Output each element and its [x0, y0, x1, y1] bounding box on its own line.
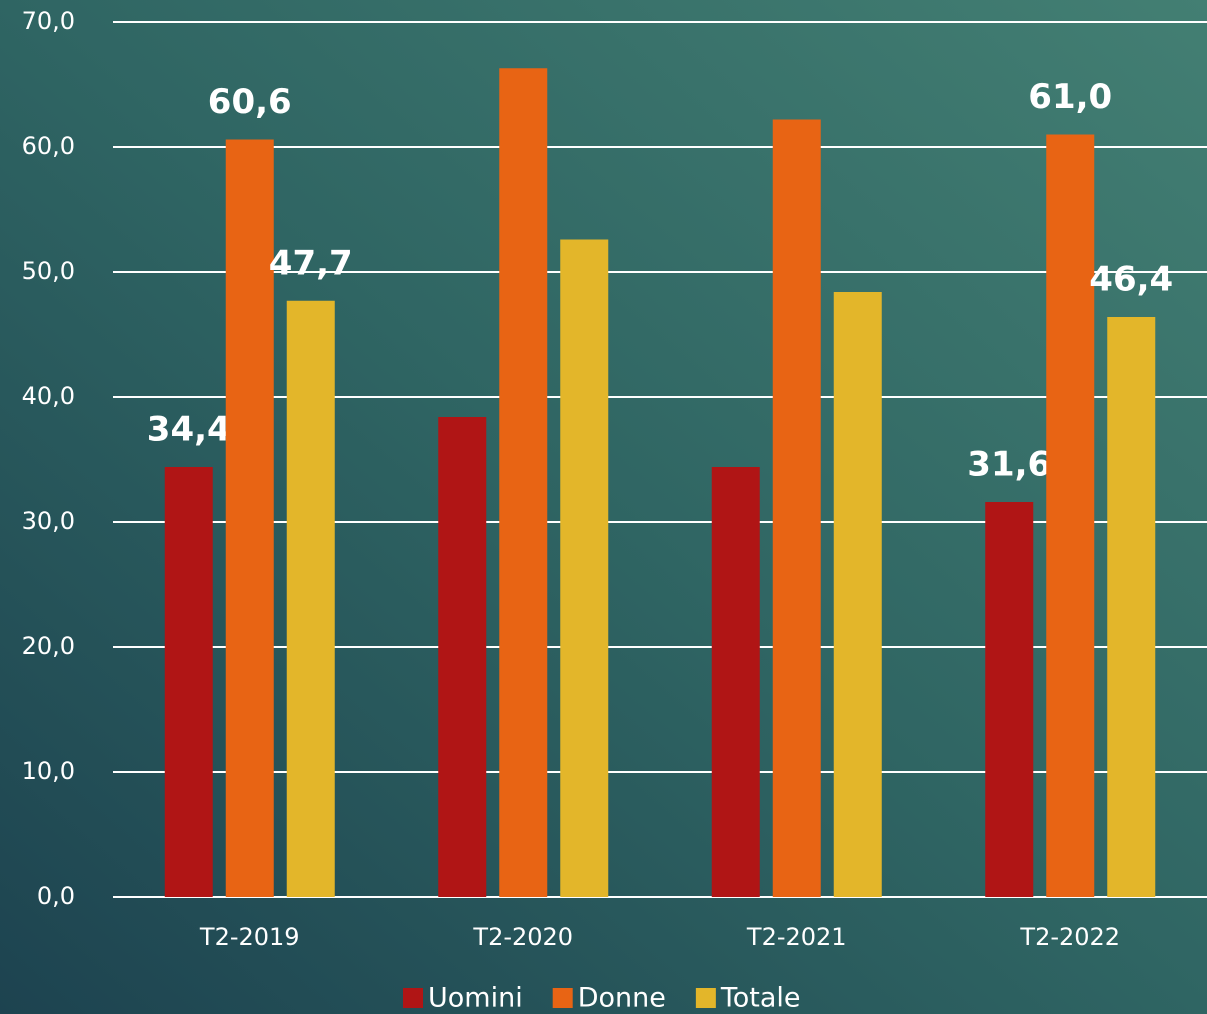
legend-swatch	[552, 988, 573, 1008]
y-tick-label: 10,0	[22, 757, 75, 785]
bar	[1046, 134, 1095, 897]
bar	[985, 502, 1034, 897]
bar	[711, 467, 760, 897]
legend-label: Donne	[578, 983, 666, 1014]
bar	[286, 300, 335, 897]
data-label: 47,7	[269, 243, 353, 283]
data-label: 34,4	[147, 410, 231, 450]
y-tick-label: 0,0	[37, 882, 75, 910]
data-label: 46,4	[1089, 260, 1173, 300]
x-tick-label: T2-2021	[746, 923, 847, 951]
y-tick-label: 70,0	[22, 7, 75, 35]
legend-label: Uomini	[428, 983, 523, 1014]
bar	[833, 292, 882, 897]
data-label: 61,0	[1028, 77, 1112, 117]
x-tick-label: T2-2020	[472, 923, 573, 951]
bar	[164, 467, 213, 897]
data-label: 31,6	[967, 445, 1051, 485]
data-label: 60,6	[208, 82, 292, 122]
x-tick-label: T2-2022	[1019, 923, 1120, 951]
bar	[225, 139, 274, 897]
bar	[1107, 317, 1156, 897]
x-tick-label: T2-2019	[199, 923, 300, 951]
y-tick-label: 40,0	[22, 382, 75, 410]
y-tick-label: 30,0	[22, 507, 75, 535]
bar	[499, 68, 548, 897]
bar	[438, 417, 487, 897]
legend-swatch	[695, 988, 716, 1008]
bar	[772, 119, 821, 897]
legend-swatch	[403, 988, 423, 1008]
y-tick-label: 60,0	[22, 132, 75, 160]
legend-label: Totale	[720, 983, 801, 1014]
y-tick-label: 20,0	[22, 632, 75, 660]
y-tick-label: 50,0	[22, 257, 75, 285]
bar	[560, 239, 609, 897]
